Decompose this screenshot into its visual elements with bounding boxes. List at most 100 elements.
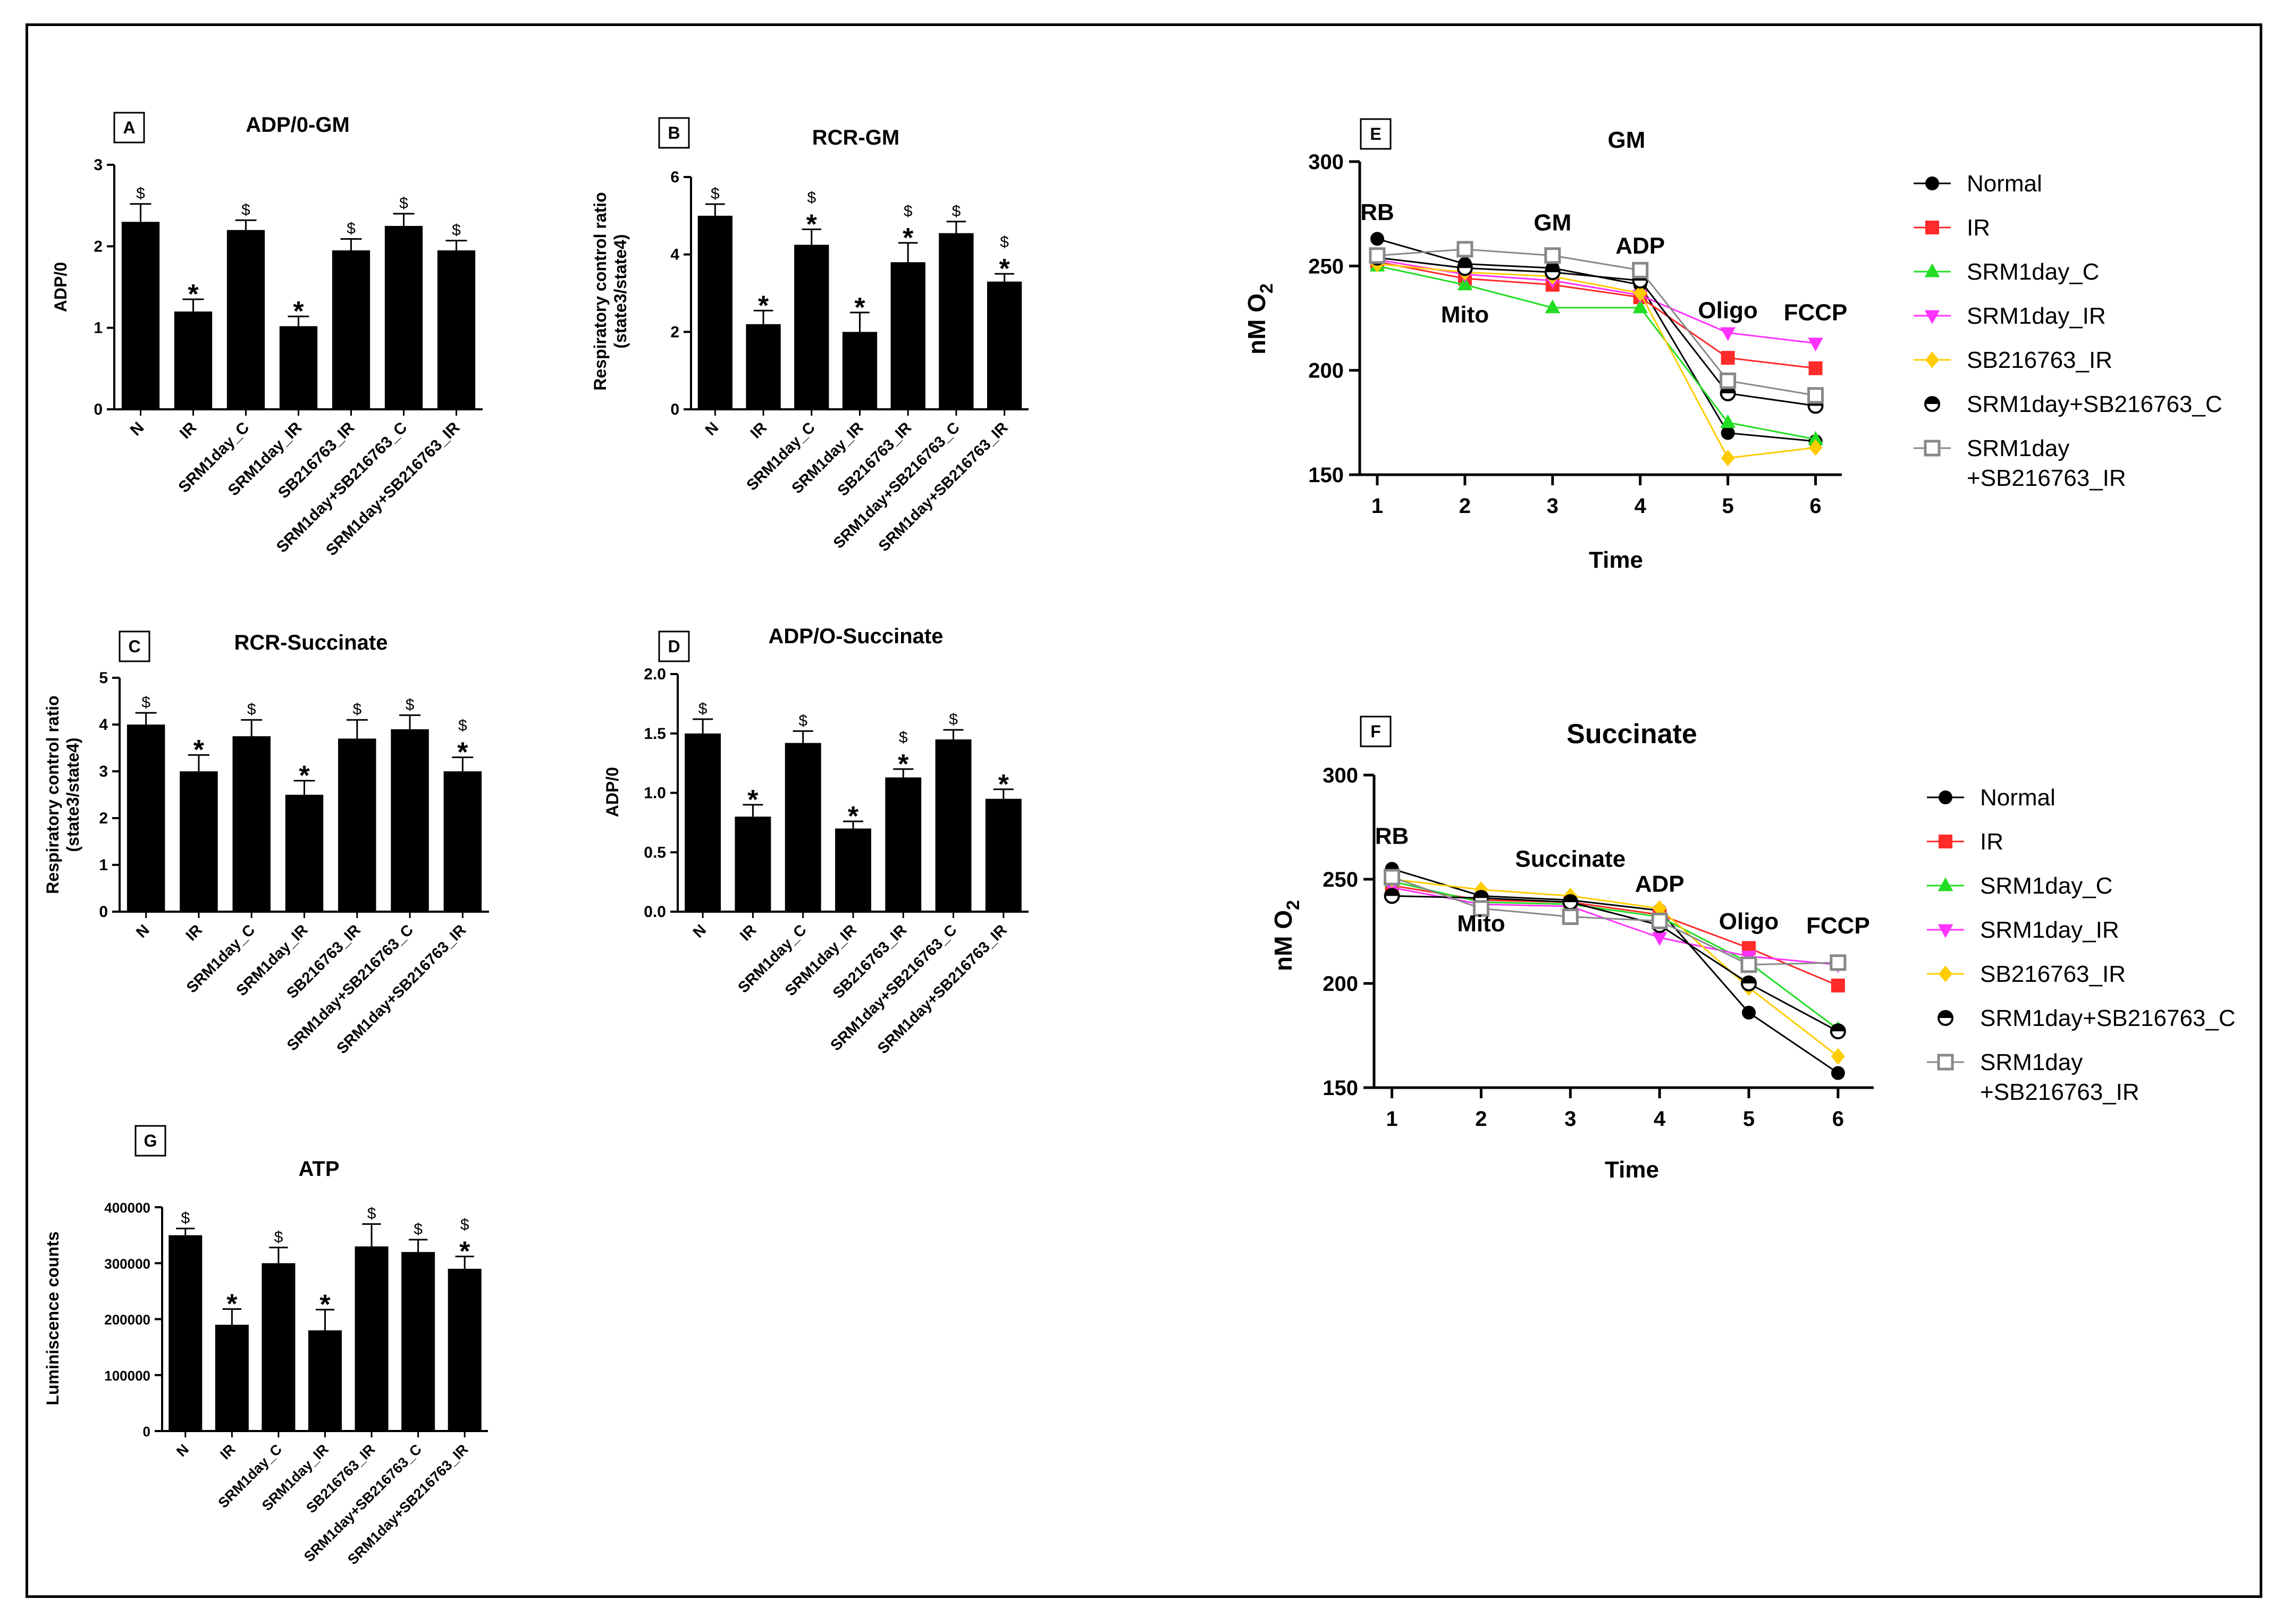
significance-star: * <box>806 209 818 240</box>
data-point <box>1808 431 1823 445</box>
y-tick-label: 150 <box>1308 464 1344 487</box>
point-label: Oligo <box>1698 298 1757 324</box>
data-point <box>1830 1023 1846 1040</box>
legend-label: Normal <box>1967 171 2042 197</box>
legend-item: SRM1day+SB216763_C <box>1924 391 2222 417</box>
bar-6 <box>384 226 423 409</box>
significance-star: * <box>898 749 909 780</box>
bar-2 <box>735 817 771 912</box>
data-point <box>1808 439 1823 456</box>
data-point <box>1831 978 1845 992</box>
point-label: Mito <box>1457 911 1505 937</box>
bar-1 <box>697 215 733 409</box>
data-point <box>1456 260 1473 276</box>
y-tick-label: 0 <box>99 903 108 921</box>
significance-dollar: $ <box>247 701 256 718</box>
data-point <box>1384 888 1400 904</box>
chart-title: ATP <box>298 1157 339 1181</box>
bar-6 <box>391 729 429 912</box>
y-tick-label: 4 <box>670 246 679 264</box>
marker-half-circle <box>1924 396 1940 412</box>
data-point <box>1632 299 1648 314</box>
marker-circle <box>1939 790 1952 804</box>
bar-4 <box>842 332 878 409</box>
significance-dollar: $ <box>241 201 250 218</box>
data-point <box>1384 869 1401 886</box>
bar-4 <box>308 1330 342 1431</box>
x-tick-label: 2 <box>1475 1107 1487 1131</box>
panel-label-box <box>1360 118 1392 150</box>
point-label: Mito <box>1441 301 1489 327</box>
point-label: ADP <box>1615 233 1665 259</box>
marker-half-circle-fill <box>1474 891 1488 898</box>
y-tick-label: 0 <box>670 401 679 418</box>
legend-item: IR <box>1914 215 1990 241</box>
bar-2 <box>746 324 781 409</box>
legend-label: SB216763_IR <box>1967 347 2112 373</box>
y-axis-label-subscript: 2 <box>1257 283 1277 293</box>
legend-item: SRM1day +SB216763_IR <box>1927 1049 2140 1105</box>
significance-dollar: $ <box>367 1205 376 1223</box>
data-point <box>1633 284 1647 301</box>
bar-6 <box>939 233 974 409</box>
y-axis-label-main: nM O <box>1269 910 1297 971</box>
data-point <box>1742 1005 1756 1020</box>
legend-label: SRM1day +SB216763_IR <box>1980 1049 2140 1105</box>
chart-title: ADP/O-Succinate <box>769 625 944 648</box>
x-tick-label: 5 <box>1743 1107 1755 1131</box>
data-point <box>1370 232 1384 246</box>
y-axis-label: ADP/0 <box>51 262 70 312</box>
x-axis-label: Time <box>1605 1157 1659 1183</box>
marker-half-circle-fill <box>1545 265 1560 273</box>
x-tick-label: 3 <box>1547 494 1559 518</box>
point-label: Succinate <box>1515 846 1625 872</box>
data-point <box>1721 449 1735 467</box>
panel-label-text: E <box>1370 124 1381 144</box>
series-line <box>1392 878 1839 1057</box>
significance-star: * <box>319 1290 331 1320</box>
legend-label: SRM1day_IR <box>1967 303 2106 329</box>
bar-6 <box>935 739 972 912</box>
point-label: FCCP <box>1784 299 1848 325</box>
significance-star: * <box>193 735 205 765</box>
chart-c: RCR-Succinate Respiratory control ratio(s… <box>43 631 489 1057</box>
marker-half-circle-fill <box>1831 1024 1845 1032</box>
marker-circle <box>1925 176 1939 190</box>
chart-a: ADP/0-GMADP/00123$N*IR$SRM1day_C*SRM1day… <box>51 113 483 559</box>
panel-label-box <box>113 112 145 144</box>
y-tick-label: 2.0 <box>644 666 666 683</box>
series-6 <box>1369 249 1824 414</box>
data-point <box>1544 264 1561 281</box>
significance-star: * <box>293 296 304 327</box>
x-category-label: IR <box>176 418 200 442</box>
significance-dollar: $ <box>352 701 361 718</box>
legend-label-line2: +SB216763_IR <box>1967 465 2126 491</box>
y-tick-label: 1 <box>94 319 103 337</box>
x-category-label: N <box>133 921 153 941</box>
chart-title: RCR-GM <box>812 126 899 149</box>
chart-b: RCR-GM Respiratory control ratio(state3/s… <box>591 126 1029 555</box>
x-tick-label: 1 <box>1371 494 1383 518</box>
bar-4 <box>835 828 871 912</box>
legend-item: SRM1day+SB216763_C <box>1938 1005 2236 1031</box>
panel-label-a: A <box>113 112 145 144</box>
marker-half-circle-fill <box>1742 977 1756 983</box>
x-tick-label: 1 <box>1386 1107 1397 1131</box>
y-axis-label: Respiratory control ratio(state3/state4) <box>43 695 82 894</box>
significance-star: * <box>459 1236 470 1267</box>
data-point <box>1456 241 1473 258</box>
panel-label-text: G <box>144 1131 157 1150</box>
x-tick-label: 2 <box>1459 494 1471 518</box>
y-tick-label: 0 <box>143 1424 150 1440</box>
significance-dollar: $ <box>136 185 145 203</box>
y-tick-label: 0 <box>94 401 103 418</box>
data-point <box>1721 351 1735 365</box>
x-tick-label: 6 <box>1832 1107 1844 1131</box>
y-tick-label: 0.0 <box>644 903 666 921</box>
x-axis-label: Time <box>1589 547 1643 573</box>
y-axis-label-line1: Respiratory control ratio <box>43 695 62 894</box>
legend-label: SB216763_IR <box>1980 961 2126 987</box>
y-tick-label: 3 <box>99 763 108 780</box>
legend-item: SRM1day_IR <box>1914 303 2106 329</box>
